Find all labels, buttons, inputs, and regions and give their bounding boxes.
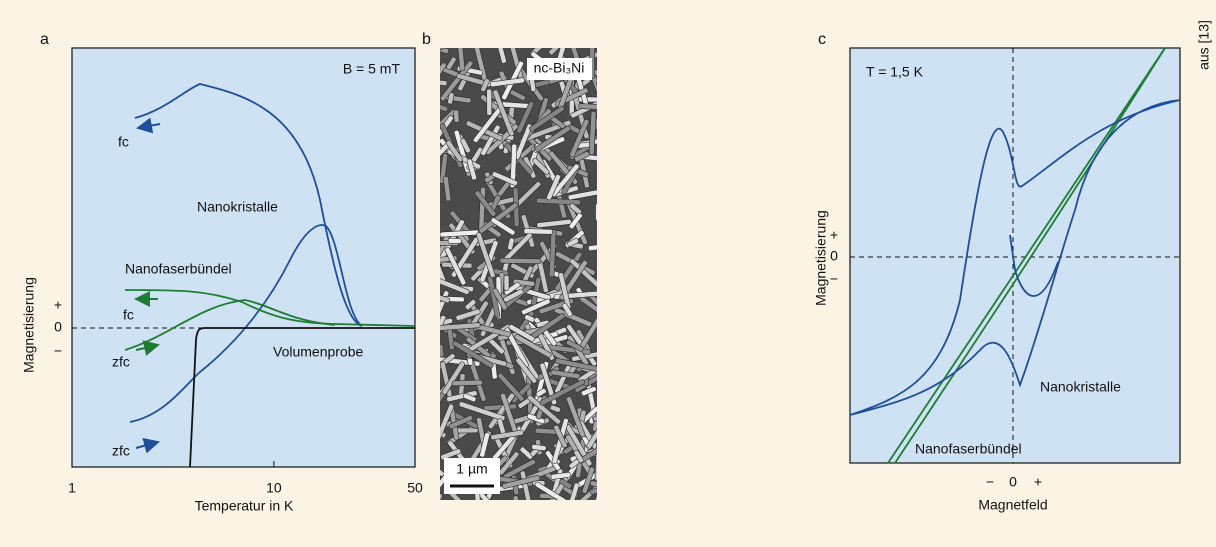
rod — [579, 103, 602, 109]
y-sign: 0 — [830, 248, 838, 264]
curve-label: fc — [123, 307, 134, 323]
plot-area — [72, 48, 415, 467]
scale-label: 1 µm — [456, 461, 487, 477]
rod — [596, 80, 604, 92]
x-axis-label: Temperatur in K — [195, 498, 294, 514]
image-label: nc-Bi₃Ni — [534, 60, 585, 76]
annotation: T = 1,5 K — [866, 64, 924, 80]
annotation: B = 5 mT — [343, 61, 401, 77]
rod — [599, 191, 605, 208]
curve-label: Nanokristalle — [1040, 379, 1121, 395]
x-axis-label: Magnetfeld — [978, 497, 1047, 513]
panel-label: a — [40, 31, 49, 48]
x-sign: + — [1034, 474, 1042, 490]
y-sign: − — [830, 271, 838, 287]
rod — [595, 204, 600, 221]
rod — [500, 258, 541, 264]
rod — [431, 493, 443, 512]
y-sign: 0 — [54, 319, 62, 335]
curve-label: Nanokristalle — [197, 199, 278, 215]
curve-label: zfc — [112, 443, 130, 459]
x-tick-label: 10 — [266, 480, 282, 496]
curve-label: fc — [118, 134, 129, 150]
credit: aus [13] — [1196, 20, 1212, 70]
curve-label: Nanofaserbündel — [915, 441, 1022, 457]
y-axis-label: Magnetisierung — [813, 210, 829, 306]
figure: a b c aus [13] B = 5 mT fc Nanokristalle… — [0, 0, 1216, 547]
x-sign: − — [986, 474, 994, 490]
page: {"panel_labels": ["a", "b", "c"], "credi… — [0, 0, 1216, 547]
rod — [448, 238, 461, 243]
panel-label: c — [818, 31, 826, 48]
curve-label: Volumenprobe — [273, 344, 364, 360]
rod — [452, 380, 483, 386]
y-sign: + — [830, 227, 838, 243]
rod — [524, 229, 553, 235]
curve-label: Nanofaserbündel — [125, 261, 232, 277]
panel-label: b — [422, 31, 431, 48]
y-sign: − — [54, 343, 62, 359]
x-sign: 0 — [1009, 474, 1017, 490]
rod — [433, 80, 447, 86]
rod — [504, 275, 509, 290]
y-axis-label: Magnetisierung — [21, 277, 37, 373]
y-sign: + — [54, 297, 62, 313]
rod — [601, 493, 609, 511]
rod — [434, 117, 440, 142]
rod — [599, 254, 606, 275]
curve-label: zfc — [112, 354, 130, 370]
rod — [487, 89, 492, 115]
x-tick-label: 50 — [407, 480, 423, 496]
x-tick-label: 1 — [68, 480, 76, 496]
rod — [453, 110, 459, 122]
